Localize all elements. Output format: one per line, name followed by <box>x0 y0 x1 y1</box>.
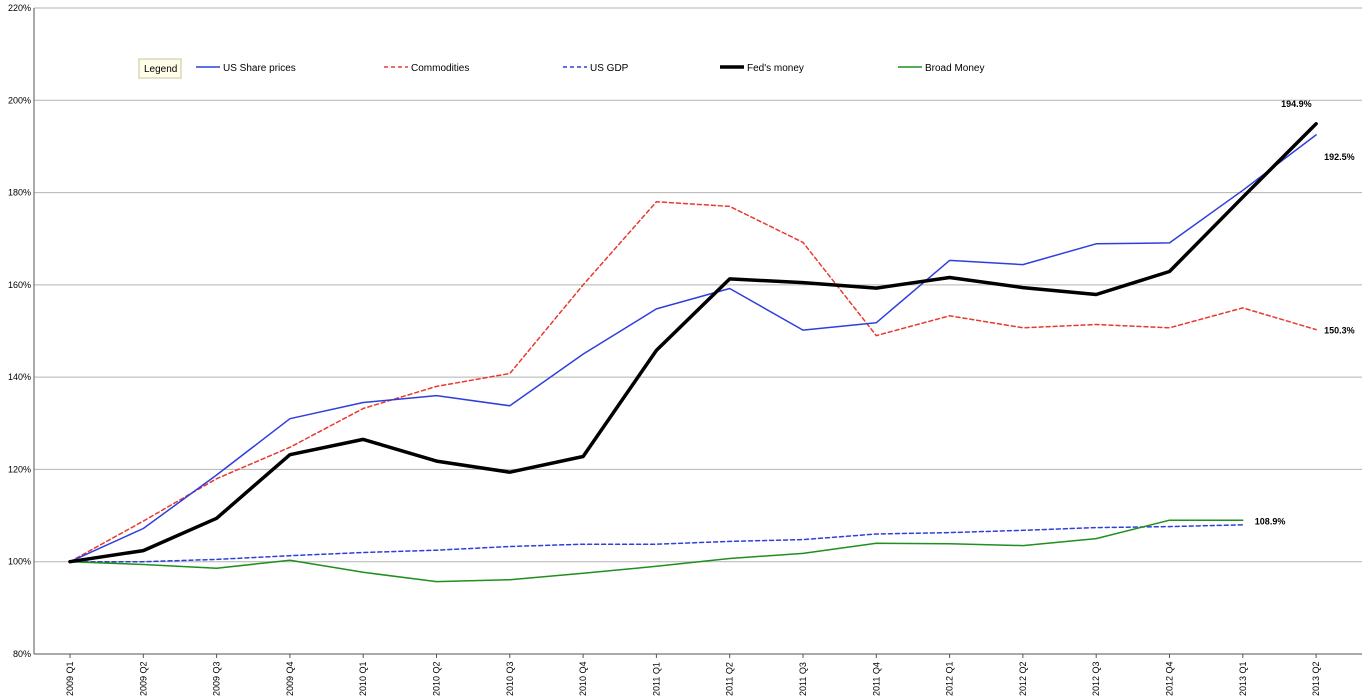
series-line-us-gdp <box>69 524 1244 563</box>
end-value-label: 192.5% <box>1324 152 1355 162</box>
end-value-label: 108.9% <box>1255 517 1286 527</box>
x-tick-label: 2010 Q4 <box>578 661 588 696</box>
x-tick-label: 2010 Q3 <box>505 661 515 696</box>
y-tick-label: 220% <box>8 3 31 13</box>
legend-item: US GDP <box>563 63 629 74</box>
x-tick-label: 2012 Q4 <box>1165 661 1175 696</box>
legend: Legend US Share prices Commodities US GDP Fe… <box>138 58 984 79</box>
legend-title-box: Legend <box>138 58 182 79</box>
x-tick-label: 2013 Q1 <box>1238 661 1248 696</box>
y-axis-tick-labels: 80% 100% 120% 140% 160% 180% 200% 220% <box>8 3 31 659</box>
series-line-us-share-prices <box>69 134 1317 563</box>
legend-item: Commodities <box>384 63 469 74</box>
x-tick-label: 2011 Q2 <box>725 662 735 696</box>
x-tick-label: 2011 Q4 <box>871 662 881 696</box>
x-tick-label: 2012 Q1 <box>945 661 955 696</box>
series-line-fed-s-money <box>68 122 1318 564</box>
axes <box>33 8 1362 658</box>
x-tick-label: 2011 Q1 <box>651 662 661 696</box>
series-lines <box>68 122 1318 583</box>
y-tick-label: 200% <box>8 95 31 105</box>
x-tick-label: 2010 Q1 <box>358 661 368 696</box>
legend-label: Broad Money <box>925 63 984 74</box>
x-tick-label: 2012 Q3 <box>1091 661 1101 696</box>
y-tick-label: 100% <box>8 557 31 567</box>
legend-label: Commodities <box>411 63 469 74</box>
x-tick-label: 2013 Q2 <box>1311 661 1321 696</box>
x-axis-tick-labels: 2009 Q1 2009 Q2 2009 Q3 2009 Q4 2010 Q1 2010 … <box>65 661 1321 696</box>
x-tick-label: 2009 Q1 <box>65 661 75 696</box>
y-tick-label: 180% <box>8 188 31 198</box>
legend-title-background <box>138 58 182 79</box>
x-tick-label: 2011 Q3 <box>798 662 808 696</box>
x-tick-label: 2009 Q3 <box>212 661 222 696</box>
x-tick-label: 2012 Q2 <box>1018 661 1028 696</box>
legend-item: Fed's money <box>720 63 804 74</box>
end-value-label: 194.9% <box>1281 99 1312 109</box>
y-tick-label: 160% <box>8 280 31 290</box>
series-line-broad-money <box>69 519 1244 583</box>
legend-label: Fed's money <box>747 63 804 74</box>
series-line-commodities <box>69 201 1317 563</box>
legend-item: Broad Money <box>898 63 984 74</box>
legend-label: US Share prices <box>223 63 296 74</box>
x-tick-label: 2010 Q2 <box>432 661 442 696</box>
y-tick-label: 80% <box>13 649 31 659</box>
end-value-label: 150.3% <box>1324 326 1355 336</box>
legend-item: US Share prices <box>196 63 296 74</box>
gridlines <box>34 7 1362 655</box>
x-tick-label: 2009 Q4 <box>285 661 295 696</box>
legend-label: US GDP <box>590 63 629 74</box>
end-value-labels: 194.9% 192.5% 150.3% 108.9% <box>1255 99 1355 527</box>
legend-title: Legend <box>144 64 177 75</box>
y-tick-label: 140% <box>8 372 31 382</box>
x-tick-label: 2009 Q2 <box>138 661 148 696</box>
y-tick-label: 120% <box>8 464 31 474</box>
